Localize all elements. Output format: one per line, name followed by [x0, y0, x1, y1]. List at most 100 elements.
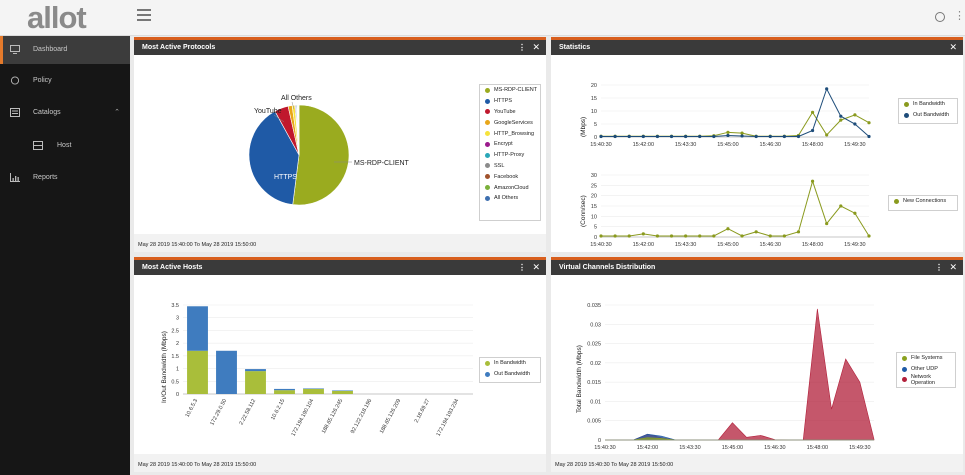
legend-item[interactable]: All Others [480, 193, 540, 204]
legend-label: HTTP_Browsing [494, 130, 535, 137]
legend-item[interactable]: Network Operation [897, 374, 955, 386]
data-point [754, 134, 758, 139]
sidebar-item-reports[interactable]: Reports [0, 164, 130, 192]
data-point [740, 131, 744, 135]
y-tick-label: 1.5 [171, 354, 179, 360]
x-tick-label: 15:46:30 [760, 142, 781, 148]
user-icon[interactable] [935, 12, 945, 22]
data-point [655, 134, 660, 139]
data-point [768, 134, 772, 139]
close-icon[interactable]: ✕ [949, 262, 957, 272]
legend-marker [894, 198, 899, 204]
legend-marker [485, 141, 490, 147]
sidebar-item-catalogs[interactable]: Catalogs ⌃ [0, 99, 130, 127]
legend-item[interactable]: Other UDP [897, 364, 955, 375]
legend-label: All Others [494, 195, 519, 202]
pie-slice-https[interactable] [248, 110, 300, 205]
sidebar-item-label: Host [57, 142, 72, 149]
data-point [698, 234, 702, 238]
more-vertical-icon[interactable]: ⋮ [935, 263, 943, 272]
data-point [669, 234, 674, 238]
connections-legend: New Connections [888, 195, 958, 211]
data-point [796, 230, 801, 234]
close-icon[interactable]: ✕ [532, 42, 540, 52]
more-vertical-icon[interactable]: ⋮ [518, 43, 526, 52]
legend-marker [485, 152, 490, 158]
x-tick-label: 172.194.190.104 [291, 398, 316, 437]
data-point [810, 128, 815, 133]
pie-slice-ms-rdp-client[interactable] [292, 104, 350, 206]
time-range-text: May 28 2019 15:40:00 To May 28 2019 15:5… [138, 242, 257, 248]
y-tick-label: 15 [591, 204, 597, 210]
area-series [605, 308, 875, 441]
legend-item[interactable]: New Connections [889, 196, 957, 207]
data-point [867, 121, 871, 125]
virtual-channels-area-chart: Total Bandwidth (Mbps) 0 0.005 0.01 0.015 0.… [576, 303, 875, 451]
legend-item[interactable]: Facebook [480, 171, 540, 182]
legend-item[interactable]: SSL [480, 161, 540, 172]
legend-marker [485, 109, 490, 115]
x-tick-label: 188.65.126.245 [321, 398, 344, 435]
panel-most-active-protocols: Most Active Protocols ⋮ ✕ MS-RDP-CLIENT … [134, 37, 546, 252]
panel-header: Statistics ✕ [551, 40, 963, 55]
x-tick-label: 15:48:00 [802, 242, 823, 248]
close-icon[interactable]: ✕ [949, 42, 957, 52]
panel-statistics: Statistics ✕ (Mbps) (Conn/sec) 0 5 10 15 20 1… [551, 37, 963, 252]
y-tick-label: 0.005 [587, 419, 601, 425]
legend-item[interactable]: HTTPS [480, 96, 540, 107]
legend-item[interactable]: File Systems [897, 353, 955, 364]
data-point [627, 134, 631, 139]
legend-item[interactable]: Encrypt [480, 139, 540, 150]
y-tick-label: 5 [594, 122, 597, 128]
sidebar-item-dashboard[interactable]: Dashboard [0, 36, 130, 64]
sidebar-item-label: Policy [33, 77, 52, 84]
legend-label: SSL [494, 162, 505, 169]
data-point [810, 179, 815, 183]
menu-toggle-icon[interactable] [137, 9, 151, 23]
data-point [655, 234, 660, 238]
data-point [740, 234, 744, 238]
data-point [627, 234, 631, 238]
x-tick-label: 15:42:00 [633, 142, 654, 148]
legend-item[interactable]: HTTP-Proxy [480, 150, 540, 161]
bar-segment [274, 388, 295, 391]
bar-segment [187, 350, 208, 394]
y-tick-label: 20 [591, 194, 597, 200]
x-tick-label: 15:48:00 [802, 142, 823, 148]
app-logo[interactable]: allot [27, 0, 87, 36]
more-vertical-icon[interactable]: ⋮ [518, 263, 526, 272]
legend-label: In Bandwidth [913, 101, 945, 108]
more-vertical-icon[interactable]: ⋮ [954, 10, 965, 22]
legend-marker [485, 360, 490, 366]
y-tick-label: 0 [594, 235, 597, 241]
legend-label: File Systems [911, 355, 943, 362]
close-icon[interactable]: ✕ [532, 262, 540, 272]
legend-item[interactable]: AmazonCloud [480, 182, 540, 193]
data-point [599, 134, 603, 139]
sidebar-item-host[interactable]: Host [0, 132, 130, 160]
panel-title: Statistics [559, 44, 591, 51]
legend-item[interactable]: In Bandwidth [899, 99, 957, 110]
legend-label: Out Bandwidth [494, 371, 531, 378]
x-tick-label: 15:46:30 [760, 242, 781, 248]
bar-segment [245, 371, 266, 394]
data-point [867, 134, 871, 139]
x-tick-label: 10.6.2.15 [270, 398, 286, 421]
legend-item[interactable]: YouTube [480, 107, 540, 118]
x-tick-label: 188.65.126.209 [379, 398, 402, 435]
legend-item[interactable]: Out Bandwidth [480, 369, 540, 380]
data-point [726, 227, 730, 231]
legend-label: Network Operation [910, 374, 935, 386]
legend-item[interactable]: GoogleServices [480, 117, 540, 128]
data-point [726, 130, 730, 134]
leader-line [273, 114, 285, 123]
legend-item[interactable]: MS-RDP-CLIENT [480, 85, 540, 96]
legend-item[interactable]: Out Bandwidth [899, 110, 957, 121]
y-tick-label: 25 [591, 183, 597, 189]
legend-item[interactable]: In Bandwidth [480, 358, 540, 369]
pie-label-https: HTTPS [274, 174, 297, 181]
data-point [796, 134, 801, 139]
sidebar-item-policy[interactable]: Policy [0, 67, 130, 95]
legend-label: Facebook [494, 173, 519, 180]
legend-item[interactable]: HTTP_Browsing [480, 128, 540, 139]
